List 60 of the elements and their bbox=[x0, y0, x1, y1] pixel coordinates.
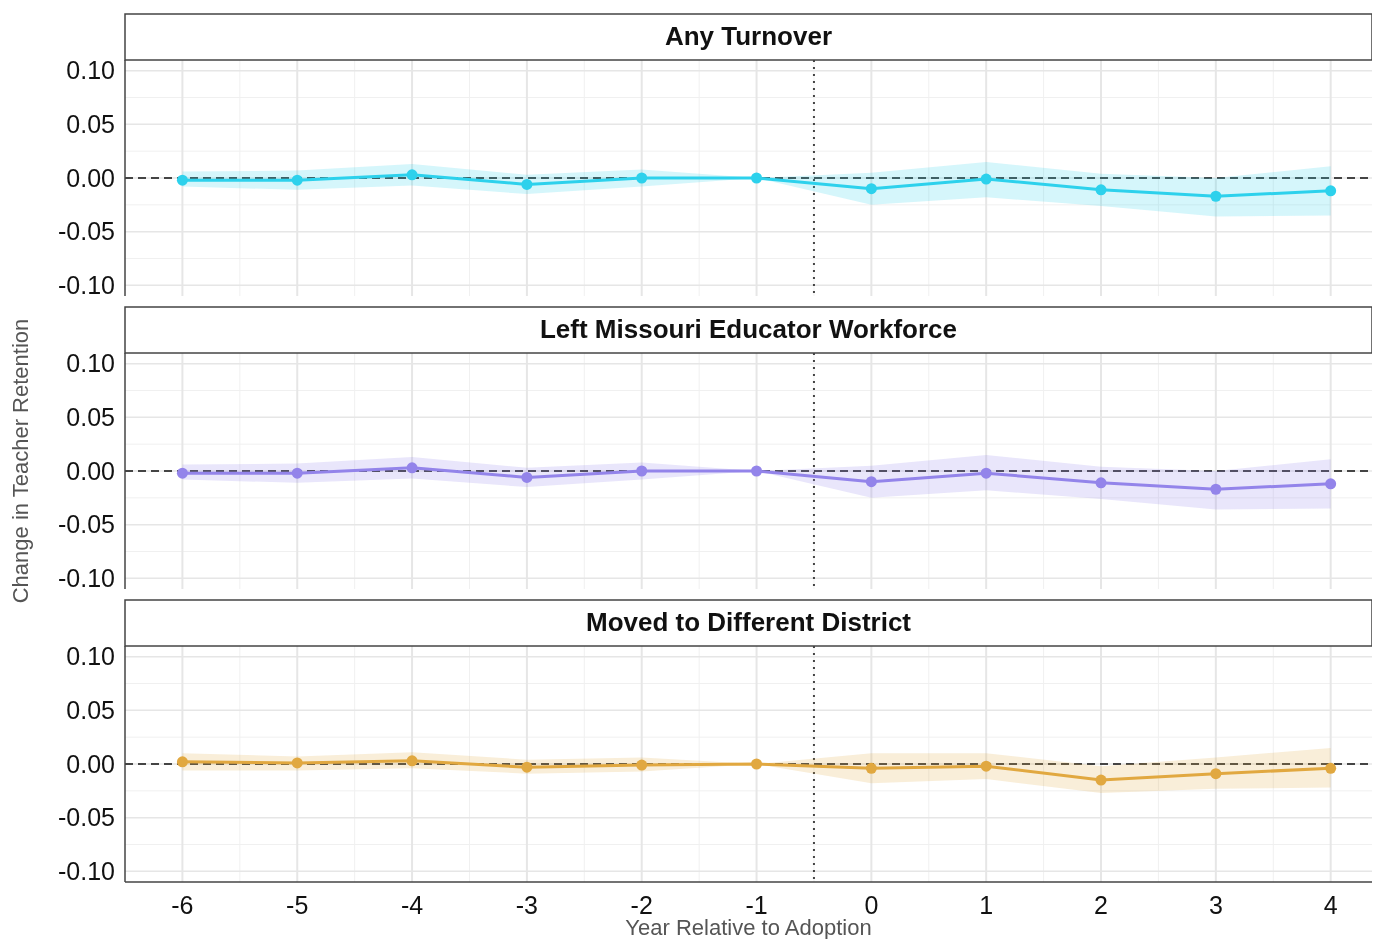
x-tick-label: 3 bbox=[1208, 891, 1223, 919]
chart-title: Moved to Different District bbox=[585, 607, 912, 637]
y-tick-label: -0.10 bbox=[58, 857, 115, 886]
y-tick-label: -0.10 bbox=[58, 271, 115, 300]
point bbox=[980, 467, 992, 479]
x-tick-label: 1 bbox=[979, 891, 994, 919]
point bbox=[1210, 483, 1222, 495]
point bbox=[1325, 762, 1337, 774]
chart-title: Left Missouri Educator Workforce bbox=[539, 314, 958, 344]
y-tick-label: 0.10 bbox=[66, 349, 115, 378]
point bbox=[406, 462, 418, 474]
point bbox=[1095, 774, 1107, 786]
x-tick-label: -3 bbox=[515, 891, 538, 919]
x-tick-label: 2 bbox=[1094, 891, 1108, 919]
point bbox=[865, 762, 877, 774]
point bbox=[291, 174, 303, 186]
point bbox=[636, 465, 648, 477]
y-tick-label: -0.10 bbox=[58, 564, 115, 593]
point bbox=[176, 756, 188, 768]
point bbox=[291, 467, 303, 479]
y-axis-title: Change in Teacher Retention bbox=[8, 318, 33, 604]
point bbox=[176, 174, 188, 186]
point bbox=[1095, 184, 1107, 196]
x-tick-label: -6 bbox=[171, 891, 194, 919]
y-tick-label: 0.10 bbox=[66, 56, 115, 85]
point bbox=[636, 172, 648, 184]
point bbox=[176, 467, 188, 479]
point bbox=[980, 760, 992, 772]
point bbox=[1325, 185, 1337, 197]
point bbox=[521, 761, 533, 773]
point bbox=[291, 757, 303, 769]
y-tick-label: -0.05 bbox=[58, 803, 115, 832]
y-tick-label: -0.05 bbox=[58, 510, 115, 539]
x-tick-label: -4 bbox=[400, 891, 424, 919]
point bbox=[521, 471, 533, 483]
chart-title: Any Turnover bbox=[664, 21, 833, 51]
y-tick-label: 0.00 bbox=[66, 163, 115, 192]
point bbox=[406, 169, 418, 181]
y-tick-label: 0.05 bbox=[66, 696, 115, 725]
point bbox=[406, 755, 418, 767]
y-tick-label: 0.05 bbox=[66, 403, 115, 432]
point bbox=[1325, 478, 1337, 490]
point bbox=[1210, 768, 1222, 780]
point bbox=[980, 173, 992, 185]
x-tick-label: -5 bbox=[286, 891, 309, 919]
point bbox=[865, 476, 877, 488]
point bbox=[521, 178, 533, 190]
y-tick-label: 0.00 bbox=[66, 749, 115, 778]
point bbox=[751, 758, 763, 770]
point bbox=[1095, 477, 1107, 489]
x-tick-label: 4 bbox=[1323, 891, 1338, 919]
point bbox=[751, 172, 763, 184]
y-tick-label: 0.00 bbox=[66, 456, 115, 485]
y-tick-label: 0.10 bbox=[66, 642, 115, 671]
y-tick-label: -0.05 bbox=[58, 217, 115, 246]
point bbox=[751, 465, 763, 477]
point bbox=[865, 183, 877, 195]
point bbox=[636, 759, 648, 771]
point bbox=[1210, 190, 1222, 202]
y-tick-label: 0.05 bbox=[66, 110, 115, 139]
